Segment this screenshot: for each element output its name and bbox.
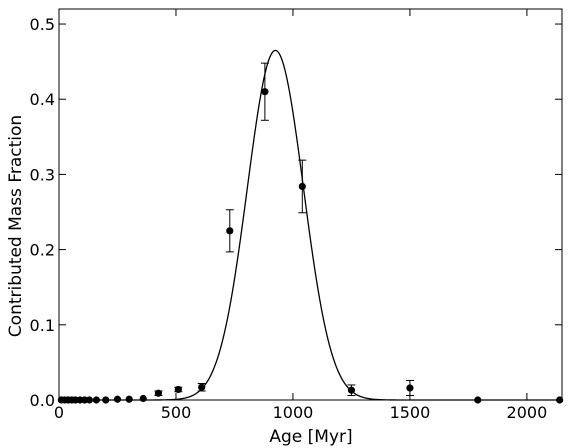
x-tick-label: 1500 xyxy=(390,403,431,422)
y-tick-label: 0.2 xyxy=(30,241,55,260)
data-point xyxy=(261,88,269,96)
y-tick-label: 0.0 xyxy=(30,391,55,410)
y-tick-label: 0.4 xyxy=(30,90,55,109)
data-point xyxy=(406,384,414,392)
data-point xyxy=(198,383,206,391)
y-tick-label: 0.1 xyxy=(30,316,55,335)
y-tick-label: 0.5 xyxy=(30,15,55,34)
data-point xyxy=(347,386,356,394)
x-tick-label: 0 xyxy=(54,403,64,422)
y-axis: 0.0 0.1 0.2 0.3 0.4 0.5 xyxy=(30,15,562,410)
data-point xyxy=(139,394,147,403)
plot-frame xyxy=(58,8,563,401)
x-tick-label: 2000 xyxy=(507,403,548,422)
data-point xyxy=(298,182,306,191)
data-point xyxy=(174,385,182,394)
y-tick-label: 0.3 xyxy=(30,165,55,184)
x-tick-label: 500 xyxy=(161,403,192,422)
x-tick-label: 1000 xyxy=(273,403,314,422)
data-point xyxy=(226,227,234,235)
data-point xyxy=(125,395,133,403)
x-axis-label: Age [Myr] xyxy=(269,427,352,447)
x-axis: 0 500 1000 1500 2000 xyxy=(54,9,547,422)
data-point xyxy=(113,395,122,403)
y-axis-label: Contributed Mass Fraction xyxy=(6,115,26,337)
data-point xyxy=(154,389,163,397)
